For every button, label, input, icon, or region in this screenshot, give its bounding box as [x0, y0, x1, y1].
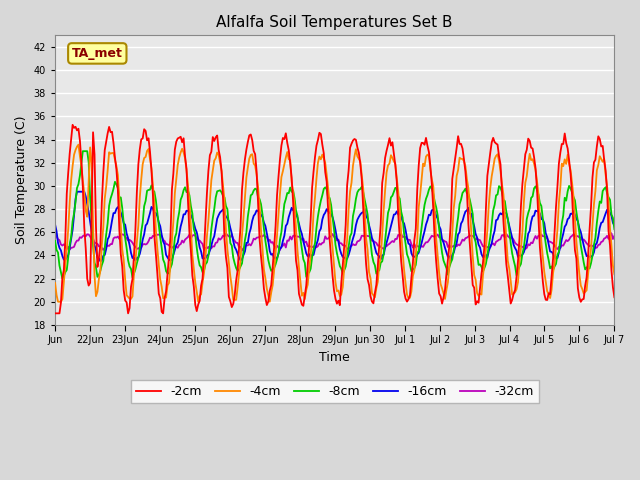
- -16cm: [73, 189, 81, 194]
- -32cm: [609, 236, 617, 242]
- -8cm: [91, 260, 99, 265]
- Text: TA_met: TA_met: [72, 47, 123, 60]
- -32cm: [51, 234, 59, 240]
- -2cm: [340, 244, 348, 250]
- -8cm: [342, 264, 349, 269]
- -16cm: [536, 211, 544, 216]
- -16cm: [609, 220, 617, 226]
- -2cm: [534, 215, 542, 221]
- -4cm: [609, 263, 617, 268]
- -16cm: [342, 256, 349, 262]
- -4cm: [453, 173, 461, 179]
- -8cm: [536, 200, 544, 206]
- -16cm: [453, 240, 461, 246]
- -32cm: [340, 243, 348, 249]
- Line: -8cm: -8cm: [55, 151, 614, 278]
- -16cm: [97, 258, 104, 264]
- -2cm: [89, 130, 97, 135]
- -8cm: [609, 215, 617, 221]
- -4cm: [536, 216, 544, 221]
- -8cm: [72, 199, 79, 205]
- Title: Alfalfa Soil Temperatures Set B: Alfalfa Soil Temperatures Set B: [216, 15, 453, 30]
- Line: -16cm: -16cm: [55, 192, 614, 261]
- -32cm: [238, 248, 246, 253]
- -4cm: [51, 280, 59, 286]
- -2cm: [451, 156, 459, 161]
- -8cm: [611, 226, 618, 232]
- -32cm: [451, 243, 459, 249]
- -4cm: [611, 271, 618, 277]
- -2cm: [607, 267, 615, 273]
- Y-axis label: Soil Temperature (C): Soil Temperature (C): [15, 116, 28, 244]
- -8cm: [453, 225, 461, 230]
- -16cm: [70, 212, 78, 218]
- -32cm: [607, 230, 615, 236]
- -16cm: [611, 223, 618, 228]
- -4cm: [75, 142, 83, 147]
- Line: -4cm: -4cm: [55, 144, 614, 302]
- -2cm: [72, 124, 79, 130]
- Line: -32cm: -32cm: [55, 233, 614, 251]
- X-axis label: Time: Time: [319, 351, 350, 364]
- -32cm: [611, 233, 618, 239]
- -2cm: [611, 294, 618, 300]
- Legend: -2cm, -4cm, -8cm, -16cm, -32cm: -2cm, -4cm, -8cm, -16cm, -32cm: [131, 380, 539, 403]
- -16cm: [89, 239, 97, 244]
- -2cm: [51, 311, 59, 316]
- -8cm: [79, 148, 86, 154]
- -32cm: [88, 237, 95, 242]
- -4cm: [72, 147, 79, 153]
- -8cm: [58, 276, 66, 281]
- -4cm: [91, 273, 99, 278]
- -32cm: [70, 244, 78, 250]
- -8cm: [51, 238, 59, 244]
- Line: -2cm: -2cm: [55, 125, 614, 313]
- -4cm: [342, 252, 349, 258]
- -16cm: [51, 222, 59, 228]
- -32cm: [534, 233, 542, 239]
- -2cm: [68, 122, 76, 128]
- -4cm: [54, 299, 62, 305]
